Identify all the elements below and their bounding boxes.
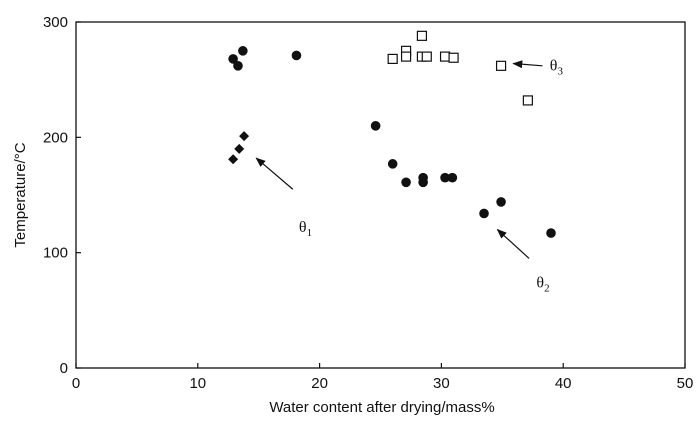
annotation-label-2: θ2 [536, 274, 549, 294]
point-s1-9 [440, 172, 450, 183]
y-tick-label-200: 200 [43, 129, 68, 146]
point-s0-2 [239, 131, 250, 142]
x-tick-label-10: 10 [189, 375, 206, 392]
annotation-subscript: 3 [557, 65, 563, 77]
x-axis-label: Water content after drying/mass% [269, 399, 494, 416]
y-tick-label-300: 300 [43, 14, 68, 31]
annotation-label-3: θ3 [550, 57, 564, 77]
data-points [228, 30, 556, 238]
plot-frame [75, 21, 686, 369]
point-s0-1 [234, 143, 245, 154]
point-s1-8 [418, 177, 428, 188]
annotation-arrow-3 [512, 60, 543, 69]
y-tick-label-100: 100 [43, 245, 68, 262]
x-axis: 0 10 20 30 40 50 [72, 363, 694, 392]
point-s2-8 [495, 60, 507, 71]
point-s1-10 [447, 172, 458, 183]
point-s1-12 [496, 197, 506, 207]
annotation-subscript: 1 [307, 227, 313, 239]
point-s2-9 [522, 95, 533, 106]
y-axis: 0 100 200 300 [43, 14, 81, 377]
x-tick-label-20: 20 [311, 375, 328, 392]
annotation-subscript: 2 [544, 282, 550, 294]
point-s2-0 [387, 53, 398, 65]
point-s2-6 [439, 51, 451, 62]
point-s1-13 [546, 228, 556, 238]
point-s1-0 [228, 54, 238, 64]
annotation-arrow-2 [496, 228, 530, 259]
point-s1-11 [479, 208, 489, 219]
point-s2-3 [416, 30, 428, 41]
point-s1-3 [291, 50, 302, 61]
x-tick-label-50: 50 [677, 375, 694, 392]
point-s2-5 [421, 51, 432, 62]
x-tick-label-30: 30 [433, 375, 450, 392]
annotation-symbol: θ [550, 57, 558, 74]
x-tick-label-0: 0 [72, 375, 80, 392]
annotation-label-1: θ1 [299, 219, 312, 239]
x-tick-label-40: 40 [555, 375, 572, 392]
y-axis-label: Temperature/°C [12, 142, 29, 247]
point-s0-0 [228, 154, 239, 165]
point-s1-6 [401, 177, 411, 188]
point-s1-1 [233, 61, 243, 71]
point-s2-2 [400, 51, 412, 62]
annotation-arrow-1 [255, 157, 294, 190]
point-s1-2 [238, 46, 248, 56]
point-s1-5 [387, 159, 398, 169]
annotation-symbol: θ [536, 274, 544, 291]
annotation-symbol: θ [299, 219, 307, 236]
point-s1-4 [370, 121, 381, 131]
point-s2-7 [448, 52, 459, 63]
y-tick-label-0: 0 [60, 360, 68, 377]
